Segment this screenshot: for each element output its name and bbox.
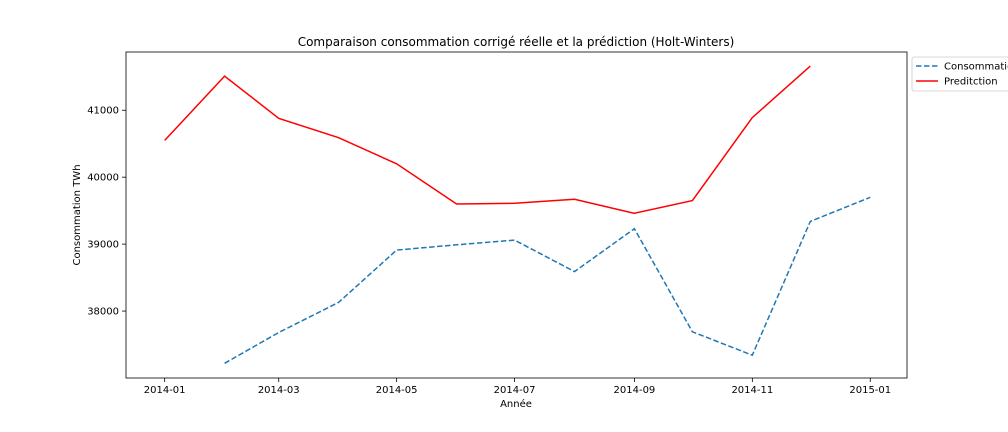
y-axis-label: Consommation TWh [72, 164, 83, 265]
plot-area [164, 65, 871, 364]
legend: Consommatio Preditction [911, 56, 1008, 92]
y-tick-label: 40000 [87, 173, 119, 184]
x-tick-label: 2014-07 [494, 385, 536, 396]
y-tick-label: 39000 [87, 240, 119, 251]
x-tick-label: 2015-01 [849, 385, 891, 396]
plot-frame [125, 51, 908, 379]
y-axis: 38000 39000 40000 41000 [87, 106, 126, 318]
chart-title: Comparaison consommation corrigé réelle … [298, 35, 735, 49]
x-tick-label: 2014-01 [144, 385, 186, 396]
series-line-1 [224, 196, 871, 364]
x-axis-label: Année [500, 398, 532, 410]
legend-label-1: Consommatio [944, 62, 1008, 73]
x-tick-label: 2014-05 [376, 385, 418, 396]
x-axis: 2014-01 2014-03 2014-05 2014-07 2014-09 2014-… [144, 378, 891, 396]
y-tick-label: 38000 [87, 307, 119, 318]
x-tick-label: 2014-03 [258, 385, 300, 396]
series-line-2 [164, 65, 811, 215]
x-tick-label: 2014-09 [614, 385, 656, 396]
x-tick-label: 2014-11 [731, 385, 773, 396]
legend-label-2: Preditction [944, 77, 998, 88]
y-tick-label: 41000 [87, 106, 119, 117]
